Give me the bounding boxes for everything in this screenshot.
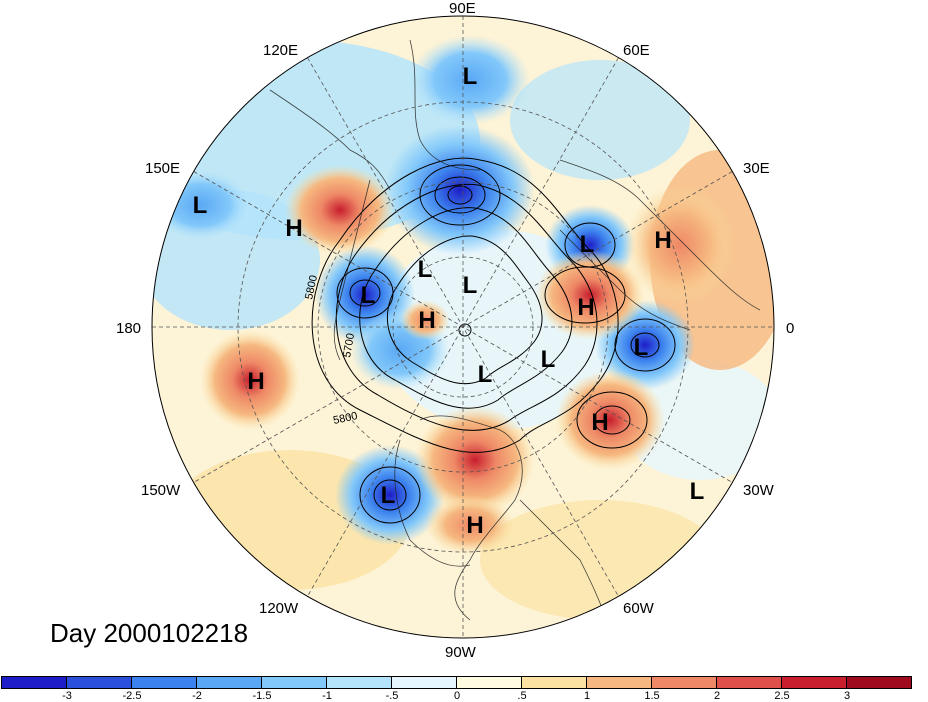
colorbar-swatch [846,676,912,689]
colorbar-swatch [781,676,847,689]
lon-label-150e: 150E [145,160,181,177]
lon-label-120w: 120W [259,600,299,617]
lon-label-120e: 120E [263,42,299,59]
contour-label: 5800 [303,274,320,300]
colorbar-tick-label: -2.5 [122,690,142,702]
colorbar-swatch [1,676,67,689]
colorbar-tick-label: 0 [453,690,461,702]
low-marker: L [381,482,396,509]
lon-label-150w: 150W [141,482,181,499]
contour-label: 5700 [341,332,357,358]
lon-label-0: 0 [786,320,795,337]
high-marker: H [466,512,483,539]
colorbar-swatch [456,676,522,689]
lon-label-60w: 60W [623,600,654,617]
low-marker: L [541,346,556,373]
low-marker: L [418,256,433,283]
low-marker: L [361,282,376,309]
colorbar-tick-label: -1.5 [252,690,272,702]
pressure-systems: L L L H L L L H H L L L H H H L H H L [193,63,705,539]
colorbar-swatch [326,676,392,689]
lon-label-60e: 60E [623,42,650,59]
day-title: Day 2000102218 [50,618,249,648]
colorbar-swatch [651,676,717,689]
colorbar-swatch [131,676,197,689]
colorbar-tick-label: -3 [62,690,72,702]
high-marker: H [654,227,671,254]
lon-label-30w: 30W [743,482,774,499]
high-marker: H [591,409,608,436]
low-marker: L [478,361,493,388]
lon-label-180: 180 [116,320,142,337]
colorbar-swatch [586,676,652,689]
lon-label-90e: 90E [449,0,476,17]
coastlines [269,39,761,631]
colorbar-swatch [261,676,327,689]
colorbar-tick-label: -.5 [385,690,399,702]
height-contours [311,157,676,524]
colorbar [1,676,912,689]
graticule [152,16,774,638]
colorbar-tick-label: -2 [192,690,202,702]
low-marker: L [463,63,478,90]
colorbar-swatch [391,676,457,689]
colorbar-tick-label: 1.5 [644,690,660,702]
low-marker: L [463,272,478,299]
high-marker: H [577,294,594,321]
lon-label-30e: 30E [743,160,770,177]
colorbar-swatch [716,676,782,689]
low-marker: L [690,478,705,505]
map-border [151,15,775,639]
colorbar-tick-label: -1 [322,690,332,702]
colorbar-swatch [521,676,587,689]
colorbar-tick-label: 2.5 [774,690,790,702]
high-marker: H [285,215,302,242]
colorbar-swatch [196,676,262,689]
contour-label: 5800 [332,410,358,427]
high-marker: H [418,307,435,334]
colorbar-tick-label: .5 [517,690,527,702]
high-marker: H [247,368,264,395]
colorbar-tick-label: 3 [843,690,851,702]
lon-label-90w: 90W [445,644,476,661]
low-marker: L [193,192,208,219]
colorbar-swatch [66,676,132,689]
low-marker: L [634,334,649,361]
colorbar-tick-label: 1 [583,690,591,702]
colorbar-tick-label: 2 [713,690,721,702]
low-marker: L [580,231,595,258]
